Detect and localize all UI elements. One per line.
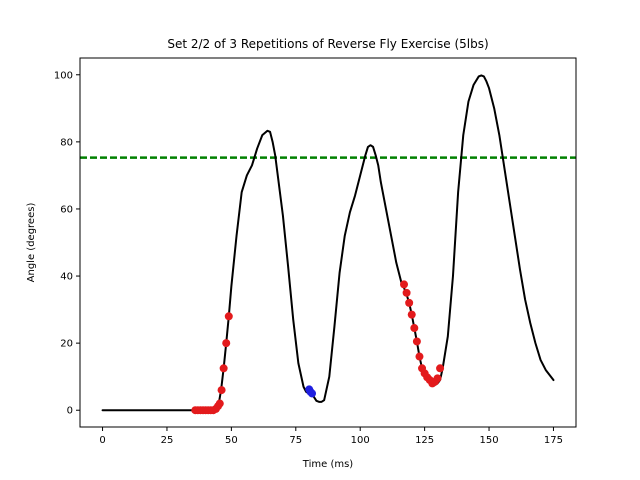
data-point [402,288,411,297]
x-tick-label: 0 [99,435,105,446]
x-tick-label: 175 [544,435,563,446]
y-tick-label: 20 [60,339,73,350]
axes-frame [79,57,577,428]
data-point [219,364,228,373]
y-axis: 0 20 40 60 80 100 [54,70,80,417]
x-tick-label: 50 [225,435,238,446]
x-tick-label: 75 [289,435,302,446]
series-line [101,74,555,412]
y-tick-label: 60 [60,204,73,215]
plot-area [80,74,576,415]
x-tick-label: 25 [161,435,174,446]
y-tick-label: 80 [60,137,73,148]
y-axis-label: Angle (degrees) [26,203,37,283]
data-point [436,364,445,373]
y-tick-label: 100 [54,70,73,81]
marker-series-3 [400,280,445,388]
data-point [217,386,226,395]
x-axis: 0 25 50 75 100 125 150 175 [99,427,563,446]
marker-series-2 [305,385,317,398]
data-point [308,389,317,398]
x-tick-label: 100 [351,435,370,446]
y-tick-label: 0 [67,406,73,417]
chart-title: Set 2/2 of 3 Repetitions of Reverse Fly … [167,37,488,51]
data-point [407,310,416,319]
x-tick-label: 125 [415,435,434,446]
data-point [215,399,224,408]
data-point [412,337,421,346]
data-point [405,298,414,307]
data-point [400,280,409,289]
x-axis-label: Time (ms) [302,459,354,470]
data-point [415,352,424,361]
data-point [433,374,442,383]
data-point [224,312,233,321]
data-point [222,339,231,348]
y-tick-label: 40 [60,272,73,283]
data-point [410,324,419,333]
marker-series-1 [191,312,233,415]
x-tick-label: 150 [479,435,498,446]
